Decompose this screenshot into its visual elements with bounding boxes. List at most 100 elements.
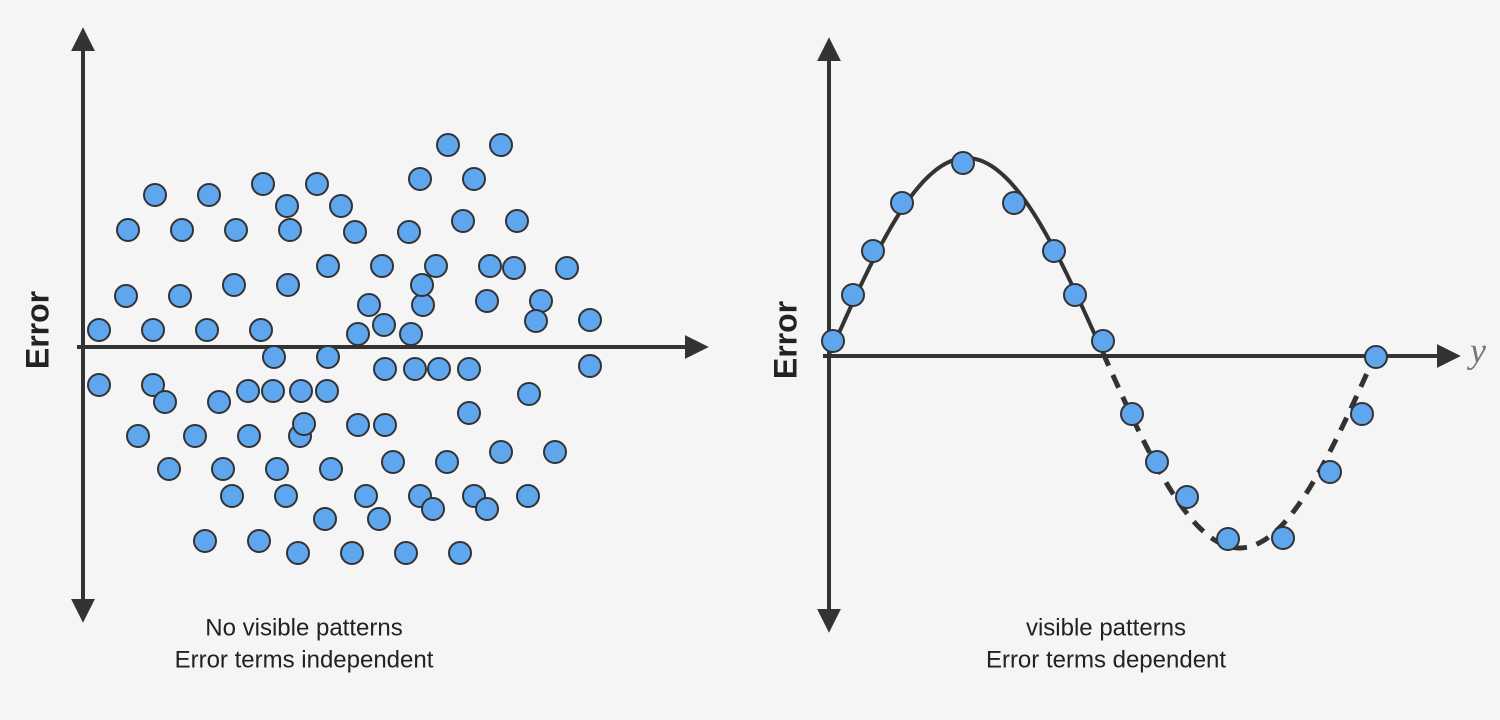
dot — [276, 273, 300, 297]
caption: Error terms independent — [175, 646, 434, 673]
dot — [367, 507, 391, 531]
dot — [292, 412, 316, 436]
dot — [141, 373, 165, 397]
dot — [1063, 283, 1087, 307]
dot — [170, 218, 194, 242]
dot — [436, 133, 460, 157]
caption: No visible patterns — [205, 614, 402, 641]
dot — [1364, 345, 1388, 369]
dot — [399, 322, 423, 346]
dot — [478, 254, 502, 278]
dot — [237, 424, 261, 448]
dot — [373, 357, 397, 381]
dot — [489, 440, 513, 464]
dot — [116, 218, 140, 242]
dot — [87, 318, 111, 342]
dot — [357, 293, 381, 317]
dot — [1271, 526, 1295, 550]
dot — [427, 357, 451, 381]
dot — [555, 256, 579, 280]
dot — [475, 289, 499, 313]
dot — [168, 284, 192, 308]
dot — [421, 497, 445, 521]
dot — [316, 254, 340, 278]
dot — [220, 484, 244, 508]
dot — [193, 529, 217, 553]
dot — [315, 379, 339, 403]
dot — [265, 457, 289, 481]
dot — [346, 413, 370, 437]
dot — [354, 484, 378, 508]
dot — [329, 194, 353, 218]
dot — [1350, 402, 1374, 426]
dot — [305, 172, 329, 196]
dot — [1318, 460, 1342, 484]
dot — [502, 256, 526, 280]
dot — [236, 379, 260, 403]
dot — [372, 313, 396, 337]
dot — [1216, 527, 1240, 551]
dot — [195, 318, 219, 342]
dot — [370, 254, 394, 278]
right-panel: Error y visible patterns Error terms dep… — [767, 37, 1486, 673]
dot — [222, 273, 246, 297]
dot — [516, 484, 540, 508]
dot — [1120, 402, 1144, 426]
dot — [262, 345, 286, 369]
dot — [394, 541, 418, 565]
dot — [489, 133, 513, 157]
dot — [543, 440, 567, 464]
dot — [289, 379, 313, 403]
dot — [319, 457, 343, 481]
dot — [343, 220, 367, 244]
dot — [224, 218, 248, 242]
dot — [951, 151, 975, 175]
dot — [87, 373, 111, 397]
dot — [261, 379, 285, 403]
dot — [249, 318, 273, 342]
dot — [435, 450, 459, 474]
dot — [451, 209, 475, 233]
dot — [373, 413, 397, 437]
dot — [157, 457, 181, 481]
dot — [397, 220, 421, 244]
dot — [1042, 239, 1066, 263]
caption: Error terms dependent — [986, 646, 1226, 673]
dot — [410, 273, 434, 297]
dot — [251, 172, 275, 196]
dot — [114, 284, 138, 308]
dot — [457, 401, 481, 425]
dot — [1145, 450, 1169, 474]
dot — [411, 293, 435, 317]
axis-label: Error — [767, 301, 803, 379]
dot — [340, 541, 364, 565]
dot — [1002, 191, 1026, 215]
dot — [505, 209, 529, 233]
dot — [211, 457, 235, 481]
dot — [143, 183, 167, 207]
dot — [247, 529, 271, 553]
dot — [197, 183, 221, 207]
dot — [153, 390, 177, 414]
dot — [448, 541, 472, 565]
dot — [316, 345, 340, 369]
dot — [578, 354, 602, 378]
dot — [524, 309, 548, 333]
dot — [313, 507, 337, 531]
left-panel: Error No visible patterns Error terms in… — [19, 27, 709, 673]
dot — [1175, 485, 1199, 509]
dot — [841, 283, 865, 307]
dot — [1091, 329, 1115, 353]
caption: visible patterns — [1026, 614, 1186, 641]
dot — [578, 308, 602, 332]
dot — [457, 357, 481, 381]
dot — [403, 357, 427, 381]
dot — [286, 541, 310, 565]
dot — [821, 329, 845, 353]
x-axis-label: y — [1467, 330, 1486, 370]
dot — [475, 497, 499, 521]
dot — [207, 390, 231, 414]
dot — [126, 424, 150, 448]
dot — [462, 167, 486, 191]
